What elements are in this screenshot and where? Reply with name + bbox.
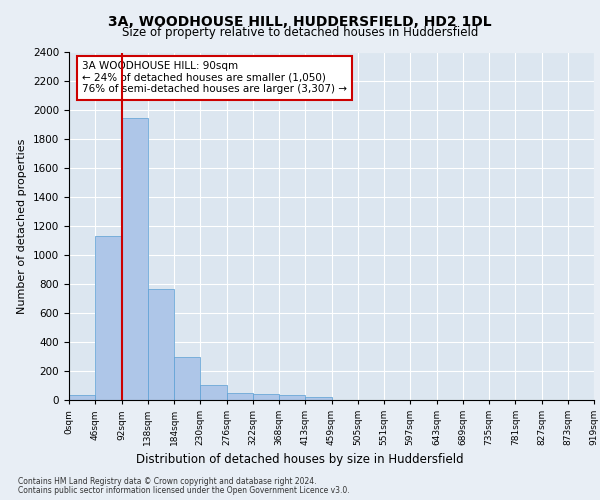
- Bar: [253, 394, 279, 400]
- Text: 3A, WOODHOUSE HILL, HUDDERSFIELD, HD2 1DL: 3A, WOODHOUSE HILL, HUDDERSFIELD, HD2 1D…: [108, 15, 492, 29]
- Text: 3A WOODHOUSE HILL: 90sqm
← 24% of detached houses are smaller (1,050)
76% of sem: 3A WOODHOUSE HILL: 90sqm ← 24% of detach…: [82, 61, 347, 94]
- Bar: [95, 236, 121, 400]
- Text: Distribution of detached houses by size in Huddersfield: Distribution of detached houses by size …: [136, 452, 464, 466]
- Bar: [174, 356, 200, 400]
- Bar: [69, 395, 95, 400]
- Bar: [305, 398, 331, 400]
- Text: Contains public sector information licensed under the Open Government Licence v3: Contains public sector information licen…: [18, 486, 350, 495]
- Y-axis label: Number of detached properties: Number of detached properties: [17, 138, 28, 314]
- Text: Size of property relative to detached houses in Huddersfield: Size of property relative to detached ho…: [122, 26, 478, 39]
- Bar: [148, 288, 174, 400]
- Bar: [227, 393, 253, 400]
- Bar: [200, 385, 227, 400]
- Text: Contains HM Land Registry data © Crown copyright and database right 2024.: Contains HM Land Registry data © Crown c…: [18, 477, 317, 486]
- Bar: [279, 396, 305, 400]
- Bar: [121, 118, 148, 400]
